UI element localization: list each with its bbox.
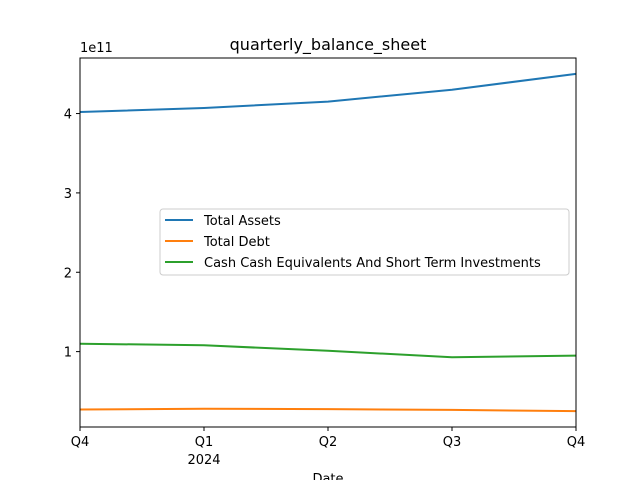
- y-tick-label: 4: [64, 108, 72, 123]
- y-tick-label: 1: [64, 346, 72, 361]
- x-tick-label: Q4: [567, 435, 586, 450]
- x-year-label: 2024: [187, 453, 220, 468]
- legend: Total Assets Total Debt Cash Cash Equivale…: [159, 208, 570, 276]
- y-tick-label: 3: [64, 187, 72, 202]
- x-axis-label: Date: [312, 472, 343, 480]
- legend-box: [159, 208, 570, 276]
- legend-label: Cash Cash Equivalents And Short Term Inv…: [204, 256, 541, 271]
- axes-layer: Q4 Q1 Q2 Q3 Q4 1 2 3 4: [64, 108, 586, 450]
- plot-frame: [79, 57, 577, 428]
- x-tick-label: Q2: [319, 435, 338, 450]
- y-offset-label: 1e11: [80, 41, 113, 56]
- series-line-2: [79, 342, 577, 359]
- legend-label: Total Debt: [203, 235, 270, 250]
- legend-label: Total Assets: [203, 214, 281, 229]
- x-tick-label: Q4: [71, 435, 90, 450]
- series-line-1: [79, 407, 577, 413]
- y-tick-label: 2: [64, 266, 72, 281]
- x-tick-label: Q3: [443, 435, 462, 450]
- chart-title: quarterly_balance_sheet: [230, 35, 427, 55]
- series-layer: [79, 72, 577, 413]
- series-line-0: [79, 72, 577, 113]
- x-tick-label: Q1: [195, 435, 214, 450]
